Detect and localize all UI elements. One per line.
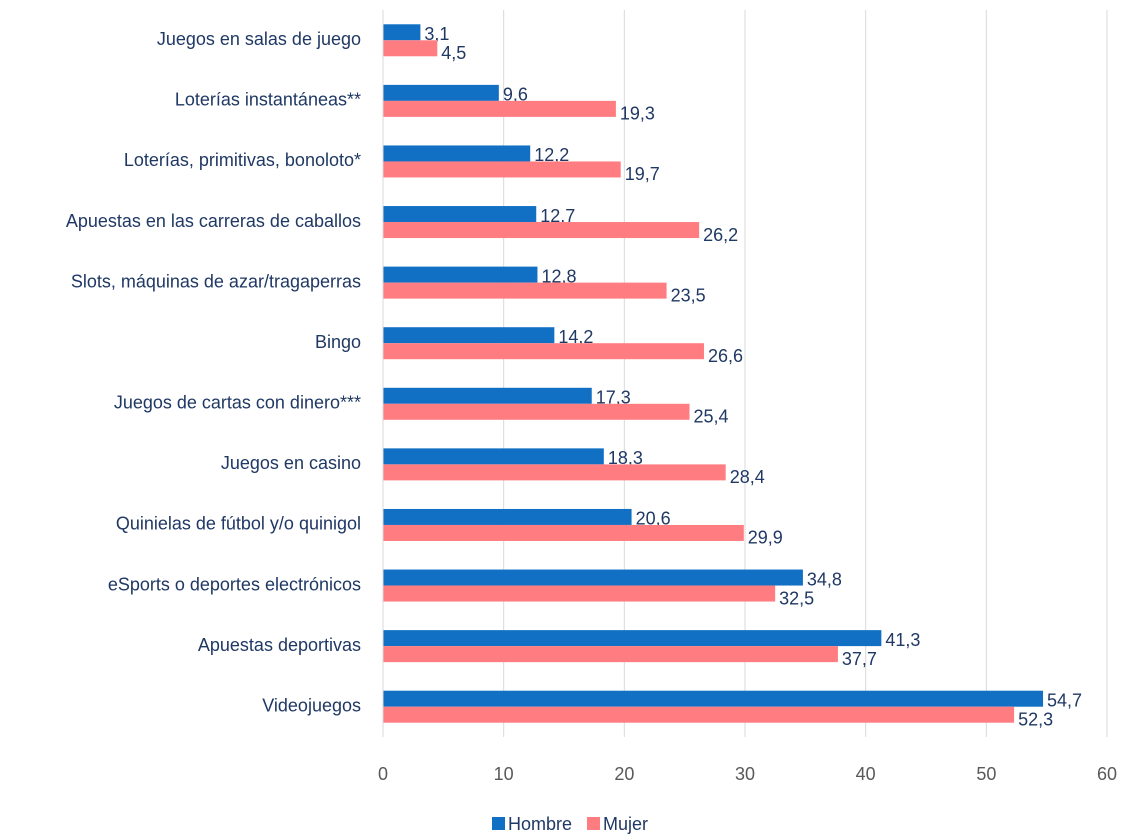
- bar: [383, 646, 838, 663]
- bar: [383, 464, 726, 481]
- y-tick-label: Loterías, primitivas, bonoloto*: [124, 150, 361, 170]
- bar: [383, 161, 621, 178]
- bar: [383, 40, 438, 57]
- x-tick-label: 30: [735, 764, 755, 784]
- x-tick-label: 60: [1097, 764, 1117, 784]
- value-label: 41,3: [885, 630, 920, 650]
- bar: [383, 630, 882, 647]
- value-label: 52,3: [1018, 709, 1053, 729]
- y-tick-label: Slots, máquinas de azar/tragaperras: [71, 271, 361, 291]
- y-tick-label: Bingo: [315, 332, 361, 352]
- value-label: 26,2: [703, 225, 738, 245]
- bar: [383, 343, 704, 360]
- x-tick-label: 40: [856, 764, 876, 784]
- value-label: 9,6: [503, 85, 528, 105]
- x-tick-label: 0: [378, 764, 388, 784]
- value-label: 14,2: [558, 327, 593, 347]
- bar: [383, 448, 604, 465]
- value-label: 26,6: [708, 346, 743, 366]
- y-tick-label: Juegos en salas de juego: [157, 29, 361, 49]
- value-label: 23,5: [671, 285, 706, 305]
- bar: [383, 524, 744, 541]
- bar: [383, 282, 667, 299]
- bar: [383, 706, 1015, 723]
- bar: [383, 145, 531, 162]
- value-label: 54,7: [1047, 690, 1082, 710]
- y-tick-label: eSports o deportes electrónicos: [108, 574, 361, 594]
- bar: [383, 327, 555, 344]
- bar: [383, 100, 616, 117]
- y-tick-label: Apuestas en las carreras de caballos: [66, 211, 361, 231]
- value-label: 19,7: [625, 164, 660, 184]
- value-label: 12,2: [534, 145, 569, 165]
- bar: [383, 84, 499, 101]
- value-label: 20,6: [636, 509, 671, 529]
- bar: [383, 508, 632, 525]
- legend-swatch: [492, 817, 505, 830]
- value-label: 3,1: [424, 24, 449, 44]
- bar: [383, 387, 592, 404]
- value-label: 12,8: [541, 266, 576, 286]
- y-tick-label: Apuestas deportivas: [198, 635, 361, 655]
- y-tick-label: Juegos de cartas con dinero***: [114, 393, 361, 413]
- value-label: 12,7: [540, 206, 575, 226]
- legend-swatch: [587, 817, 600, 830]
- value-label: 29,9: [748, 528, 783, 548]
- bar: [383, 206, 537, 223]
- legend-label: Hombre: [508, 814, 572, 834]
- bar: [383, 569, 803, 586]
- bar: [383, 24, 421, 41]
- value-label: 17,3: [596, 388, 631, 408]
- y-tick-label: Loterías instantáneas**: [175, 90, 361, 110]
- value-label: 19,3: [620, 104, 655, 124]
- value-label: 32,5: [779, 588, 814, 608]
- value-label: 34,8: [807, 569, 842, 589]
- y-tick-label: Juegos en casino: [221, 453, 361, 473]
- bar: [383, 690, 1044, 707]
- x-tick-label: 50: [976, 764, 996, 784]
- y-tick-label: Quinielas de fútbol y/o quinigol: [116, 514, 361, 534]
- value-label: 4,5: [441, 43, 466, 63]
- x-tick-label: 10: [494, 764, 514, 784]
- value-label: 37,7: [842, 649, 877, 669]
- value-label: 28,4: [730, 467, 765, 487]
- bar: [383, 266, 538, 283]
- value-label: 25,4: [693, 407, 728, 427]
- value-label: 18,3: [608, 448, 643, 468]
- bar: [383, 403, 690, 420]
- y-tick-label: Videojuegos: [262, 695, 361, 715]
- legend-label: Mujer: [603, 814, 648, 834]
- bar: [383, 222, 700, 239]
- x-tick-label: 20: [614, 764, 634, 784]
- bar: [383, 585, 776, 602]
